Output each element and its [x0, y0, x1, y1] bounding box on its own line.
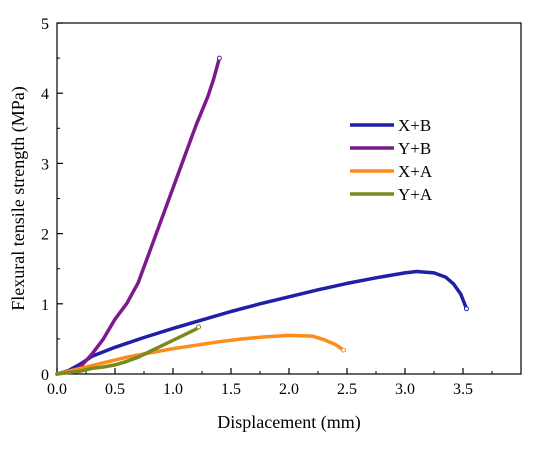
series-line-x-plus-b [55, 269, 469, 376]
x-tick-label: 2.0 [279, 381, 299, 398]
y-tick-label: 1 [41, 297, 49, 314]
x-axis-title: Displacement (mm) [217, 412, 360, 433]
x-tick-label: 3.0 [395, 381, 415, 398]
legend-label: X+A [398, 162, 433, 181]
x-axis-ticks: 0.0 0.5 1.0 1.5 2.0 2.5 3.0 3.5 [47, 368, 493, 398]
series-end-marker [463, 306, 469, 312]
y-tick-label: 3 [41, 156, 49, 173]
y-tick-label: 5 [41, 16, 49, 33]
x-tick-label: 1.0 [163, 381, 183, 398]
x-tick-label: 0.5 [105, 381, 125, 398]
series-end-marker [216, 55, 222, 61]
plot-border [56, 22, 522, 375]
y-axis-ticks: 0 1 2 3 4 5 [41, 16, 63, 384]
y-axis-title: Flexural tensile strength (MPa) [8, 86, 29, 310]
legend-label: X+B [398, 116, 431, 135]
x-tick-label: 0.0 [47, 381, 67, 398]
x-tick-label: 3.5 [453, 381, 473, 398]
series-end-marker [341, 347, 347, 353]
legend-label: Y+A [398, 185, 433, 204]
series-line-y-plus-a [55, 325, 201, 376]
x-tick-label: 2.5 [337, 381, 357, 398]
series-lines [55, 55, 469, 376]
legend: X+B Y+B X+A Y+A [350, 116, 433, 204]
x-tick-label: 1.5 [221, 381, 241, 398]
y-tick-label: 0 [41, 367, 49, 384]
series-line-y-plus-b [55, 56, 222, 376]
legend-label: Y+B [398, 139, 431, 158]
y-tick-label: 4 [41, 86, 49, 103]
series-end-marker [196, 324, 202, 330]
series-line-x-plus-a [55, 333, 346, 376]
plot-frame [56, 22, 522, 375]
y-tick-label: 2 [41, 227, 49, 244]
